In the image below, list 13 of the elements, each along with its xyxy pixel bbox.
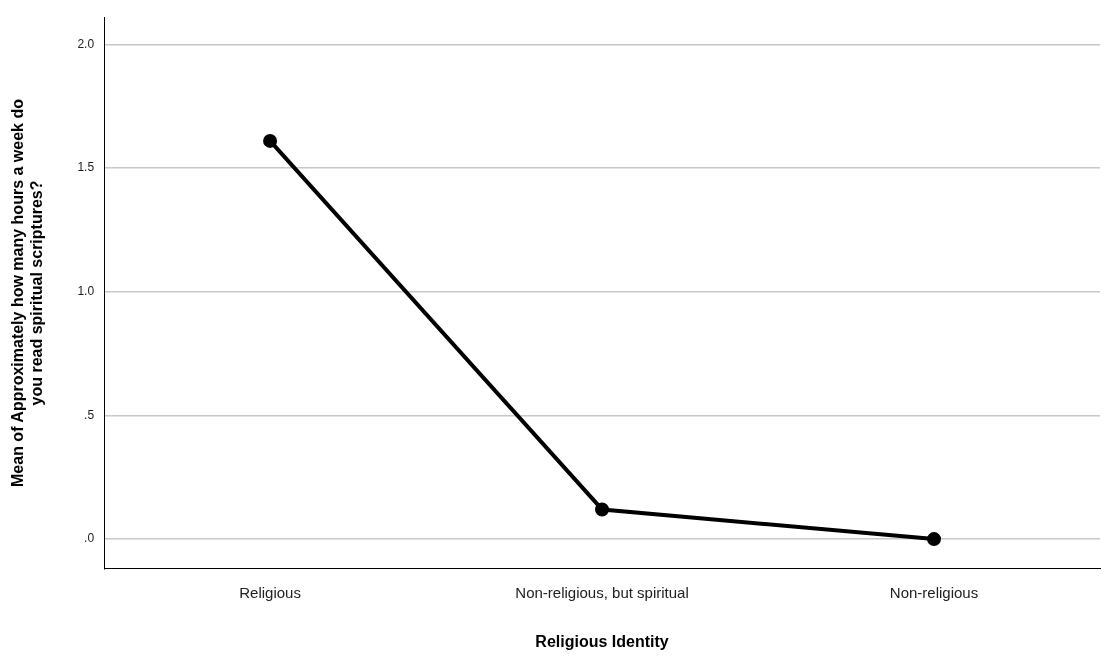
x-tick-label: Non-religious — [889, 583, 979, 601]
y-tick-label: 2.0 — [77, 36, 95, 51]
y-tick-label: 1.0 — [77, 284, 95, 299]
point — [927, 532, 942, 547]
y-tick-label: 1.5 — [77, 160, 95, 175]
y-tick-label: .0 — [84, 531, 95, 546]
x-axis-title: Religious Identity — [535, 632, 669, 650]
y-axis-title: Mean of Approximately how many hours a week do you read spiritual scriptures? — [9, 98, 46, 487]
y-tick-label: .5 — [84, 407, 95, 422]
x-tick-label: Religious — [239, 583, 301, 601]
point — [595, 502, 610, 517]
point — [263, 133, 278, 148]
x-tick-label: Non-religious, but spiritual — [515, 583, 689, 601]
